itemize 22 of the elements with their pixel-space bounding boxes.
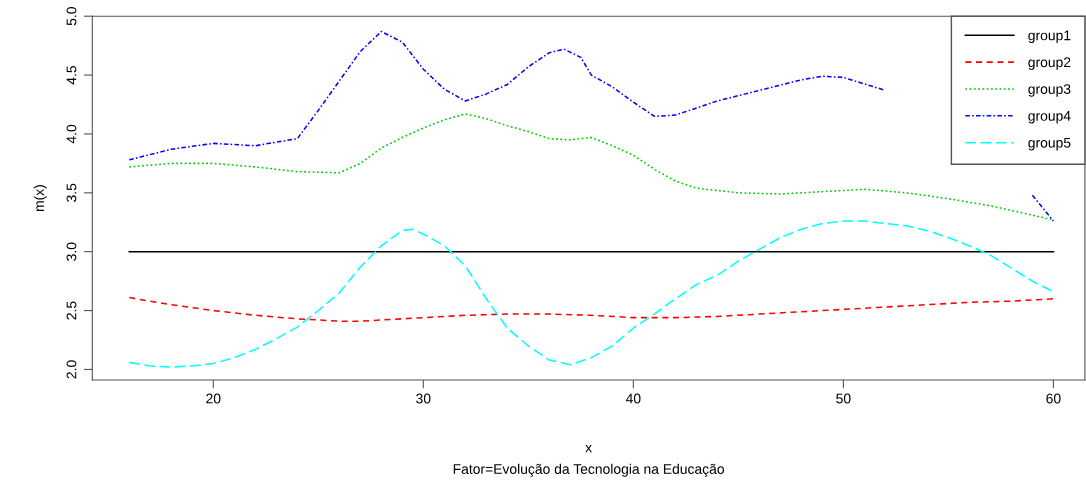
x-tick-label: 60 — [1046, 393, 1061, 404]
legend-label: group5 — [1028, 137, 1071, 151]
y-tick-label: 3.5 — [66, 183, 77, 202]
x-axis-title: x — [585, 445, 592, 453]
x-tick-label: 40 — [625, 393, 641, 404]
line-series — [128, 220, 1055, 368]
line-series — [128, 296, 1055, 322]
legend-label: group2 — [1028, 57, 1071, 70]
x-tick-label: 50 — [836, 393, 851, 404]
y-tick-label: 2.5 — [66, 301, 77, 320]
y-tick-label: 4.5 — [66, 66, 77, 85]
y-tick-label: 4.0 — [66, 124, 77, 144]
x-tick-label: 20 — [206, 393, 221, 404]
y-tick-label: 3.0 — [66, 242, 77, 261]
x-tick-label: 30 — [416, 393, 431, 404]
y-tick-label: 5.0 — [66, 7, 77, 26]
legend-label: group1 — [1028, 30, 1071, 44]
text: Fator=Evolução da Tecnologia na Educação — [453, 463, 724, 477]
legend-label: group3 — [1028, 84, 1071, 97]
y-axis-title: m(x) — [33, 185, 47, 212]
y-tick-label: 2.0 — [66, 360, 77, 379]
legend-label: group4 — [1028, 111, 1071, 124]
